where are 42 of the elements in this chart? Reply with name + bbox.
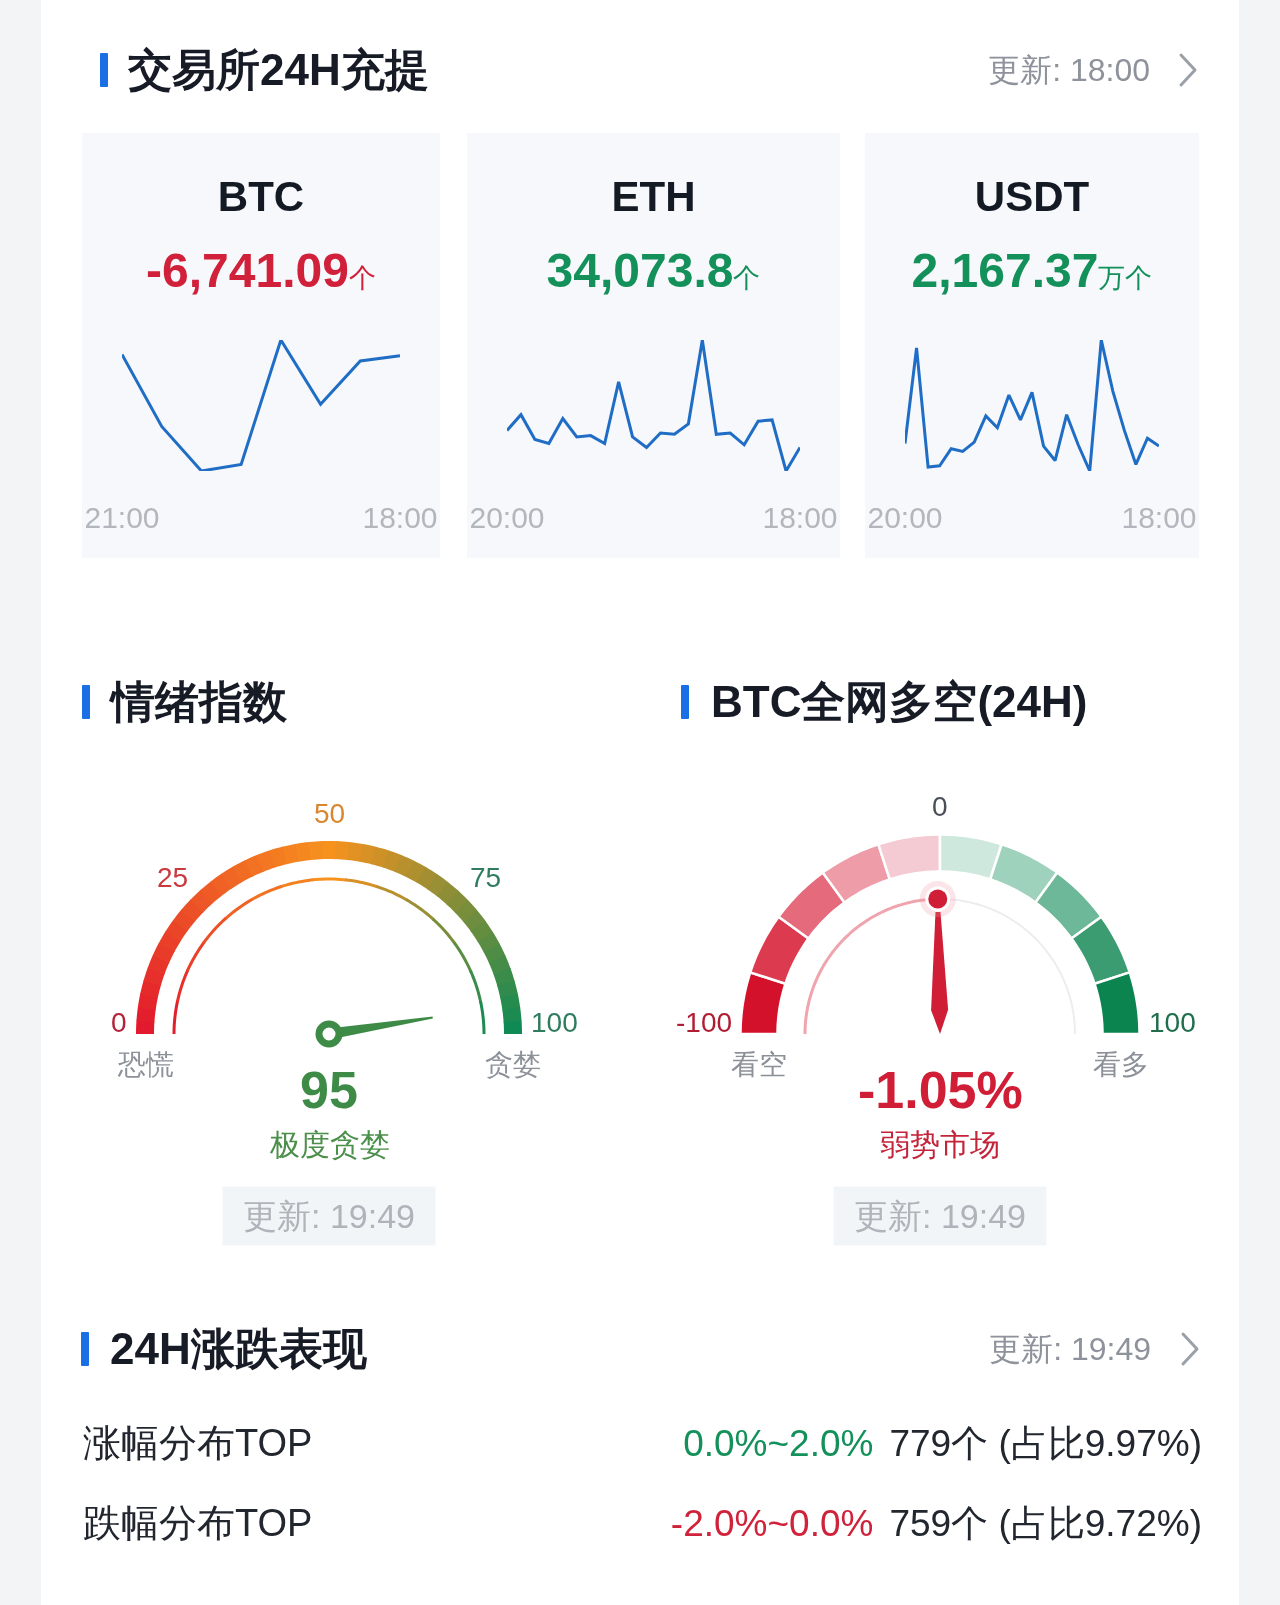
data-label: 95 bbox=[300, 1061, 358, 1119]
data-label: -1.05% bbox=[858, 1061, 1023, 1119]
text: 看空 bbox=[731, 1049, 787, 1080]
text: 情绪指数 bbox=[111, 676, 287, 728]
text: 24H涨跌表现 bbox=[110, 1323, 367, 1375]
text: 贪婪 bbox=[485, 1049, 541, 1080]
text: 100 bbox=[531, 1007, 578, 1038]
text: 更新: 19:49 bbox=[854, 1197, 1026, 1235]
text: 更新: 19:49 bbox=[243, 1197, 415, 1235]
chart-subtitle: 34,073.8个 bbox=[546, 244, 761, 298]
text: 极度贪婪 bbox=[269, 1128, 390, 1161]
x-tick-label: 20:00 bbox=[469, 501, 545, 534]
text: 看多 bbox=[1093, 1049, 1149, 1080]
text: 交易所24H充提 bbox=[128, 44, 429, 96]
text: 25 bbox=[157, 862, 189, 893]
x-tick-label: 18:00 bbox=[762, 501, 838, 534]
text: 779个 (占比9.97%) bbox=[889, 1422, 1202, 1464]
text: 0.0%~2.0% bbox=[683, 1422, 874, 1464]
chart-subtitle: 2,167.37万个 bbox=[911, 244, 1153, 298]
text: 更新: 19:49 bbox=[989, 1330, 1151, 1368]
text: 100 bbox=[1149, 1007, 1196, 1038]
text: 恐慌 bbox=[117, 1049, 174, 1080]
text: 0 bbox=[111, 1007, 127, 1038]
text: BTC全网多空(24H) bbox=[711, 676, 1088, 728]
x-tick-label: 18:00 bbox=[1121, 501, 1197, 534]
text: 弱势市场 bbox=[880, 1128, 1000, 1161]
x-tick-label: 18:00 bbox=[362, 501, 438, 534]
chart-title: ETH bbox=[611, 172, 696, 222]
text: 涨幅分布TOP bbox=[83, 1422, 313, 1466]
text: 更新: 18:00 bbox=[988, 51, 1150, 89]
chart-subtitle: -6,741.09个 bbox=[146, 244, 376, 298]
text: 75 bbox=[470, 862, 502, 893]
x-tick-label: 20:00 bbox=[867, 501, 943, 534]
text: 跌幅分布TOP bbox=[83, 1502, 313, 1546]
text: -2.0%~0.0% bbox=[670, 1502, 874, 1544]
chart-title: USDT bbox=[974, 172, 1090, 222]
x-tick-label: 21:00 bbox=[84, 501, 160, 534]
text: -100 bbox=[676, 1007, 733, 1038]
text: 0 bbox=[932, 791, 948, 822]
text: 50 bbox=[314, 798, 346, 829]
chart-title: BTC bbox=[217, 172, 305, 222]
text: 759个 (占比9.72%) bbox=[889, 1502, 1202, 1544]
